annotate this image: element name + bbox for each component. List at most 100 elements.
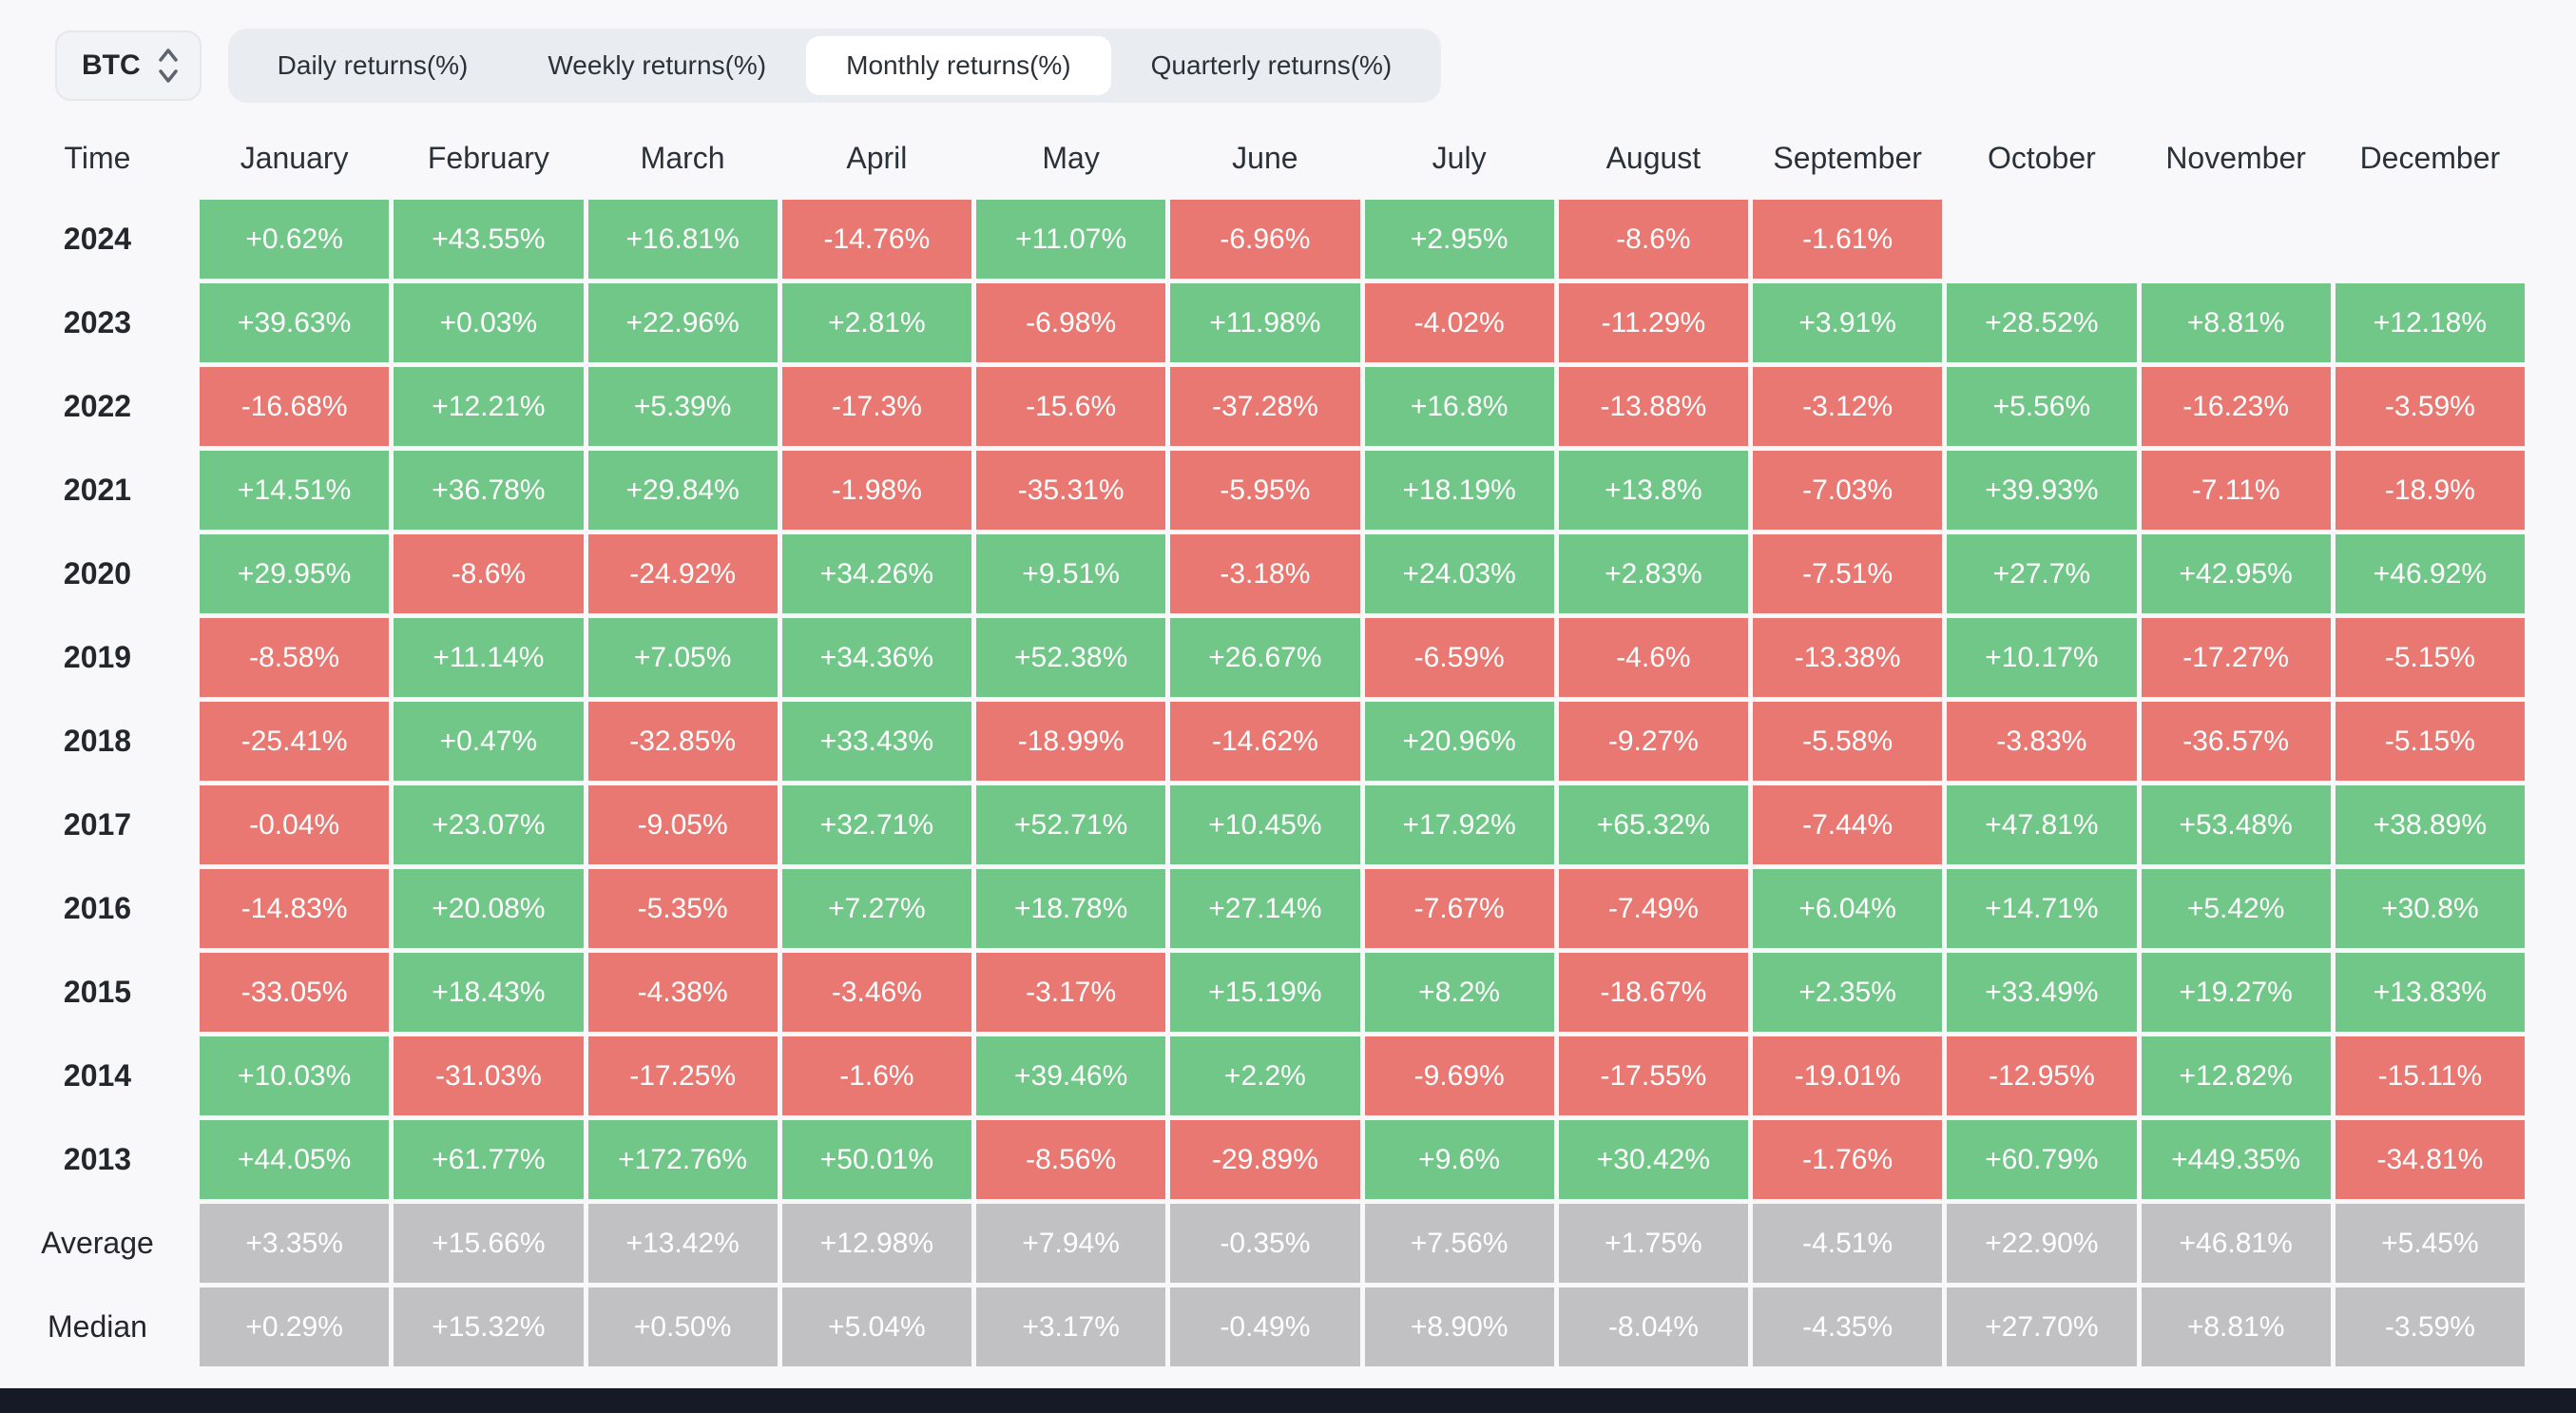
table-row: 2019 -8.58% +11.14% +7.05% +34.36% +52.38% +26… [0, 618, 2525, 697]
return-cell: -32.85% [587, 702, 778, 781]
return-cell: -7.67% [1364, 869, 1554, 948]
return-cell: +12.82% [2141, 1036, 2331, 1115]
return-cell: +18.19% [1364, 451, 1554, 530]
return-cell: +449.35% [2141, 1120, 2331, 1199]
return-cell: +34.36% [781, 618, 971, 697]
return-cell: -8.58% [200, 618, 390, 697]
return-cell: -8.6% [394, 534, 584, 613]
return-cell: +11.98% [1170, 283, 1360, 362]
return-cell: -9.05% [587, 785, 778, 864]
month-column-header: April [846, 140, 908, 175]
return-cell: +13.42% [587, 1204, 778, 1283]
return-cell: +14.71% [1947, 869, 2137, 948]
row-label: 2019 [63, 640, 132, 674]
return-cell: -37.28% [1170, 367, 1360, 446]
table-row: 2017 -0.04% +23.07% -9.05% +32.71% +52.71% +10… [0, 785, 2525, 864]
return-cell: +8.81% [2141, 1287, 2331, 1366]
month-column-header: January [240, 140, 349, 175]
return-cell: -17.3% [781, 367, 971, 446]
return-cell: -7.51% [1753, 534, 1943, 613]
month-column-header: July [1432, 140, 1487, 175]
return-cell: +29.95% [200, 534, 390, 613]
return-cell: +0.47% [394, 702, 584, 781]
return-cell: -25.41% [200, 702, 390, 781]
table-row: 2020 +29.95% -8.6% -24.92% +34.26% +9.51% -3.1… [0, 534, 2525, 613]
return-cell: -24.92% [587, 534, 778, 613]
return-cell: -12.95% [1947, 1036, 2137, 1115]
table-row: 2015 -33.05% +18.43% -4.38% -3.46% -3.17% +15.… [0, 953, 2525, 1032]
tab-quarterly-returns[interactable]: Quarterly returns(%) [1150, 50, 1393, 80]
return-cell: +22.90% [1947, 1204, 2137, 1283]
return-cell: +0.03% [394, 283, 584, 362]
return-cell: +53.48% [2141, 785, 2331, 864]
return-cell: +65.32% [1558, 785, 1748, 864]
return-cell: -18.99% [976, 702, 1166, 781]
return-cell: +5.39% [587, 367, 778, 446]
return-cell: +39.63% [200, 283, 390, 362]
return-cell: +5.42% [2141, 869, 2331, 948]
return-cell: +5.04% [781, 1287, 971, 1366]
return-cell: +30.42% [1558, 1120, 1748, 1199]
tab-daily-returns[interactable]: Daily returns(%) [277, 50, 469, 80]
return-cell: +7.56% [1364, 1204, 1554, 1283]
return-cell: -6.96% [1170, 200, 1360, 279]
return-cell: -3.46% [781, 953, 971, 1032]
return-cell: -3.59% [2335, 1287, 2525, 1366]
return-cell: -0.49% [1170, 1287, 1360, 1366]
table-row: 2021 +14.51% +36.78% +29.84% -1.98% -35.31% -5… [0, 451, 2525, 530]
return-cell: +7.05% [587, 618, 778, 697]
table-row: 2014 +10.03% -31.03% -17.25% -1.6% +39.46% +2.… [0, 1036, 2525, 1115]
row-label: 2018 [63, 724, 132, 758]
symbol-selector-value: BTC [82, 49, 141, 81]
return-cell: +6.04% [1753, 869, 1943, 948]
row-label: 2014 [63, 1058, 132, 1093]
return-cell: -29.89% [1170, 1120, 1360, 1199]
empty-cell [2142, 200, 2331, 279]
returns-period-tabs: Daily returns(%) Weekly returns(%) Monthly… [227, 29, 1442, 103]
table-row: 2016 -14.83% +20.08% -5.35% +7.27% +18.78% +27… [0, 869, 2525, 948]
return-cell: +39.93% [1947, 451, 2137, 530]
month-column-header: November [2165, 140, 2306, 175]
return-cell: -5.58% [1753, 702, 1943, 781]
return-cell: +20.08% [394, 869, 584, 948]
return-cell: +10.45% [1170, 785, 1360, 864]
return-cell: +2.83% [1558, 534, 1748, 613]
return-cell: -5.95% [1170, 451, 1360, 530]
return-cell: +22.96% [587, 283, 778, 362]
return-cell: -16.23% [2141, 367, 2331, 446]
return-cell: +16.8% [1364, 367, 1554, 446]
return-cell: +42.95% [2141, 534, 2331, 613]
return-cell: +8.90% [1364, 1287, 1554, 1366]
return-cell: -14.76% [781, 200, 971, 279]
return-cell: -0.04% [200, 785, 390, 864]
return-cell: -4.35% [1753, 1287, 1943, 1366]
tab-weekly-returns[interactable]: Weekly returns(%) [548, 50, 767, 80]
symbol-selector[interactable]: BTC [55, 30, 202, 101]
empty-cell [1947, 200, 2136, 279]
return-cell: +43.55% [394, 200, 584, 279]
return-cell: -3.83% [1947, 702, 2137, 781]
return-cell: +39.46% [976, 1036, 1166, 1115]
tab-monthly-returns[interactable]: Monthly returns(%) [806, 36, 1111, 95]
footer-bar [0, 1388, 2576, 1413]
month-column-header: September [1773, 140, 1922, 175]
month-column-header: October [1987, 140, 2096, 175]
return-cell: +52.38% [976, 618, 1166, 697]
return-cell: +12.98% [781, 1204, 971, 1283]
return-cell: +3.35% [200, 1204, 390, 1283]
return-cell: +17.92% [1364, 785, 1554, 864]
return-cell: -14.83% [200, 869, 390, 948]
return-cell: +50.01% [781, 1120, 971, 1199]
return-cell: +13.8% [1558, 451, 1748, 530]
time-column-header: Time [64, 140, 131, 175]
return-cell: -1.76% [1753, 1120, 1943, 1199]
return-cell: -7.11% [2141, 451, 2331, 530]
return-cell: -7.49% [1558, 869, 1748, 948]
return-cell: +7.94% [976, 1204, 1166, 1283]
return-cell: -8.6% [1558, 200, 1748, 279]
month-column-header: March [640, 140, 725, 175]
return-cell: +46.92% [2335, 534, 2525, 613]
row-label: 2017 [63, 807, 132, 842]
return-cell: -15.6% [976, 367, 1166, 446]
return-cell: +12.18% [2335, 283, 2525, 362]
